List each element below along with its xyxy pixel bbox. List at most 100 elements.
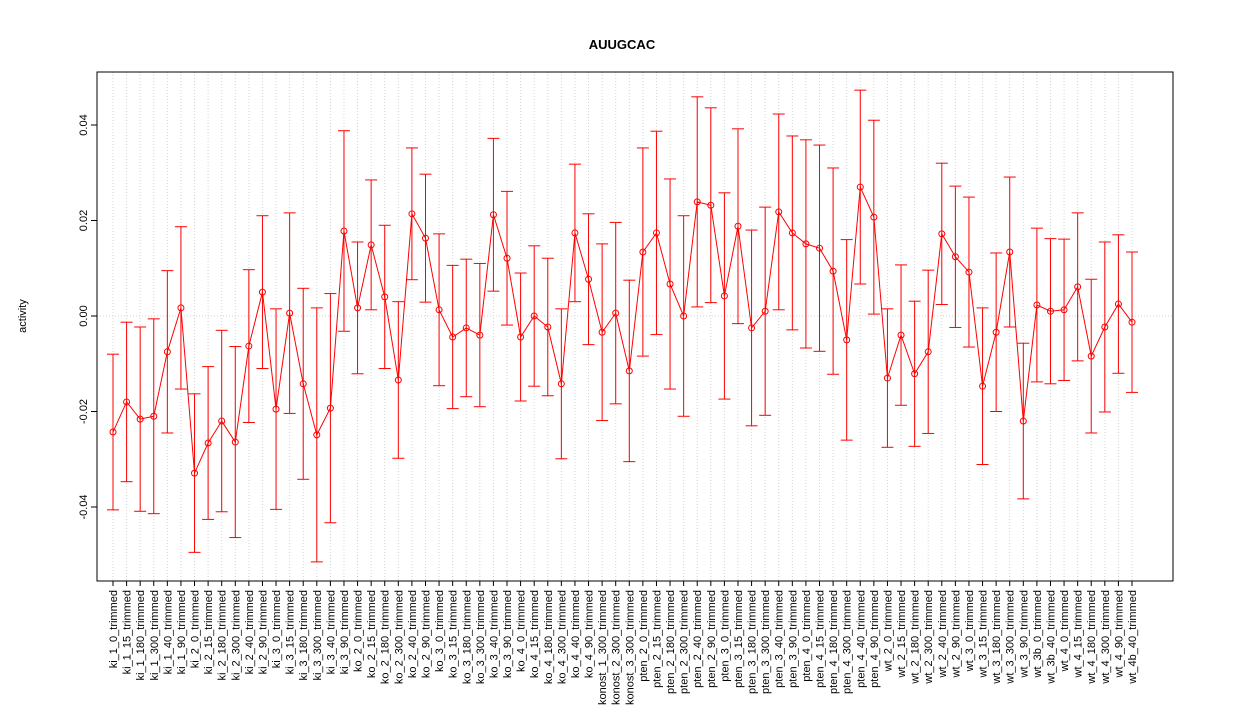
- x-tick-label: pten_3_90_trimmed: [787, 590, 799, 688]
- point: [1074, 283, 1082, 291]
- error-bar: [759, 206, 772, 416]
- point: [191, 469, 199, 477]
- point: [924, 348, 932, 356]
- point: [598, 328, 606, 336]
- error-bar: [1126, 251, 1138, 393]
- point: [123, 398, 131, 406]
- x-tick-label: wt_4_15_trimmed: [1073, 590, 1085, 678]
- x-tick-label: pten_4_15_trimmed: [815, 590, 827, 688]
- x-tick-label: ki_1_300_trimmed: [149, 590, 161, 681]
- x-tick-label: wt_4b_40_trimmed: [1127, 590, 1139, 685]
- error-bar: [419, 173, 432, 303]
- x-tick-label: ko_2_40_trimmed: [407, 590, 419, 678]
- error-bar: [107, 353, 119, 511]
- y-tick-label: -0.02: [78, 399, 90, 424]
- x-tick-label: ki_1_180_trimmed: [135, 590, 147, 681]
- error-bar: [935, 162, 948, 306]
- error-bar: [460, 258, 473, 398]
- error-bar: [867, 119, 880, 315]
- error-bar: [405, 147, 418, 281]
- error-bar: [337, 130, 350, 332]
- x-tick-label: konost_3_300_trimmed: [624, 590, 636, 705]
- x-tick-label: ko_3_180_trimmed: [461, 590, 473, 684]
- error-bar: [433, 233, 446, 387]
- y-tick-label: 0.00: [78, 305, 90, 326]
- error-bar: [1044, 238, 1057, 385]
- error-bar: [772, 113, 785, 311]
- x-tick-label: ki_1_15_trimmed: [122, 590, 134, 674]
- x-tick-label: wt_2_40_trimmed: [937, 590, 949, 678]
- error-bar: [446, 264, 459, 410]
- point: [856, 183, 864, 191]
- point: [680, 312, 688, 320]
- point: [367, 241, 375, 249]
- x-tick-label: pten_3_300_trimmed: [760, 590, 772, 694]
- x-tick-label: pten_4_40_trimmed: [855, 590, 867, 688]
- chart-title: AUUGCAC: [589, 37, 656, 52]
- point: [883, 374, 891, 382]
- x-tick-label: ko_3_15_trimmed: [448, 590, 460, 678]
- error-bar: [731, 128, 744, 325]
- point: [408, 210, 416, 218]
- error-bar: [528, 245, 541, 387]
- error-bar: [691, 96, 704, 308]
- x-tick-label: pten_2_180_trimmed: [665, 590, 677, 694]
- point: [1060, 306, 1068, 314]
- error-bar: [473, 262, 486, 408]
- error-bar: [745, 229, 758, 427]
- x-tick-label: wt_2_15_trimmed: [896, 590, 908, 678]
- point: [1128, 318, 1136, 326]
- x-tick-label: wt_3_300_trimmed: [1005, 590, 1017, 685]
- x-tick-label: wt_2_90_trimmed: [950, 590, 962, 678]
- x-tick-label: wt_4_0_trimmed: [1059, 590, 1071, 672]
- error-bar: [283, 212, 296, 414]
- error-bar: [664, 178, 677, 390]
- x-tick-label: ki_1_90_trimmed: [176, 590, 188, 674]
- error-bar: [1058, 238, 1071, 381]
- error-bar: [609, 221, 622, 405]
- error-bar: [174, 226, 187, 390]
- error-bar: [514, 272, 527, 402]
- point: [218, 417, 226, 425]
- point: [435, 306, 443, 314]
- x-tick-label: ko_2_0_trimmed: [353, 590, 365, 672]
- x-tick-label: wt_3_90_trimmed: [1018, 590, 1030, 678]
- x-tick-label: ki_3_15_trimmed: [285, 590, 297, 674]
- point: [666, 280, 674, 288]
- x-tick-label: ko_4_180_trimmed: [543, 590, 555, 684]
- x-tick-label: pten_2_90_trimmed: [706, 590, 718, 688]
- error-bar: [908, 300, 921, 447]
- x-tick-label: pten_2_15_trimmed: [651, 590, 663, 688]
- x-tick-label: ki_2_0_trimmed: [190, 590, 202, 668]
- point: [231, 438, 239, 446]
- x-tick-label: wt_3_180_trimmed: [991, 590, 1003, 685]
- error-bar: [270, 308, 283, 510]
- x-tick-label: ko_3_90_trimmed: [502, 590, 514, 678]
- error-bar: [990, 252, 1003, 412]
- error-bar: [378, 224, 391, 370]
- x-tick-label: pten_4_90_trimmed: [869, 590, 881, 688]
- error-bar: [365, 179, 378, 311]
- point: [571, 229, 579, 237]
- error-bar: [1112, 234, 1125, 374]
- error-bar: [895, 264, 908, 406]
- error-bar: [827, 167, 840, 375]
- point: [449, 333, 457, 341]
- point: [816, 244, 824, 252]
- point: [625, 367, 633, 375]
- point: [911, 370, 919, 378]
- y-tick-label: -0.04: [78, 494, 90, 519]
- x-tick-label: pten_4_0_trimmed: [801, 590, 813, 682]
- error-bar: [487, 137, 500, 292]
- x-tick-label: wt_2_0_trimmed: [882, 590, 894, 672]
- error-bar: [813, 144, 826, 352]
- x-tick-label: ko_4_15_trimmed: [529, 590, 541, 678]
- x-tick-label: ko_3_40_trimmed: [488, 590, 500, 678]
- point: [313, 431, 321, 439]
- error-bar: [1003, 176, 1016, 328]
- x-tick-label: ko_4_90_trimmed: [584, 590, 596, 678]
- point: [476, 331, 484, 339]
- error-bar: [854, 89, 867, 285]
- x-tick-label: ko_2_300_trimmed: [393, 590, 405, 684]
